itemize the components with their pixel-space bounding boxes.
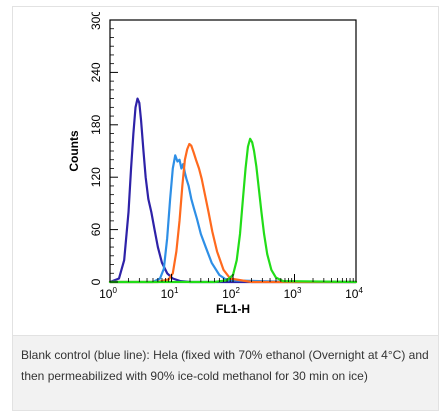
chart-svg: 100 101 102 103 104 0 60 120 180 240 300 FL1-H Cou… (66, 12, 382, 334)
x-tick-label: 104 (345, 286, 363, 301)
y-tick-label: 300 (89, 12, 103, 30)
axis-layer: 100 101 102 103 104 0 60 120 180 240 300 (89, 12, 363, 301)
histogram-series-3 (108, 142, 358, 284)
figure-caption: Blank control (blue line): Hela (fixed w… (12, 336, 439, 411)
caption-line-2: then permeabilized with 90% ice-cold met… (21, 369, 368, 383)
y-tick-label: 0 (89, 278, 103, 285)
x-tick-label: 101 (161, 286, 179, 301)
x-tick-label: 100 (99, 286, 117, 301)
series-layer (108, 97, 358, 284)
histogram-series-2 (108, 154, 358, 284)
x-axis-label: FL1-H (216, 302, 250, 316)
caption-line-1: Blank control (blue line): Hela (fixed w… (21, 348, 429, 362)
flow-histogram-chart: 100 101 102 103 104 0 60 120 180 240 300 FL1-H Cou… (66, 12, 382, 334)
histogram-series-4 (108, 137, 358, 284)
y-tick-label: 120 (89, 167, 103, 187)
y-tick-label: 60 (89, 223, 103, 237)
y-axis-label: Counts (67, 130, 81, 172)
y-tick-label: 240 (89, 62, 103, 82)
x-tick-label: 102 (222, 286, 240, 301)
y-tick-label: 180 (89, 114, 103, 134)
x-tick-label: 103 (284, 286, 302, 301)
